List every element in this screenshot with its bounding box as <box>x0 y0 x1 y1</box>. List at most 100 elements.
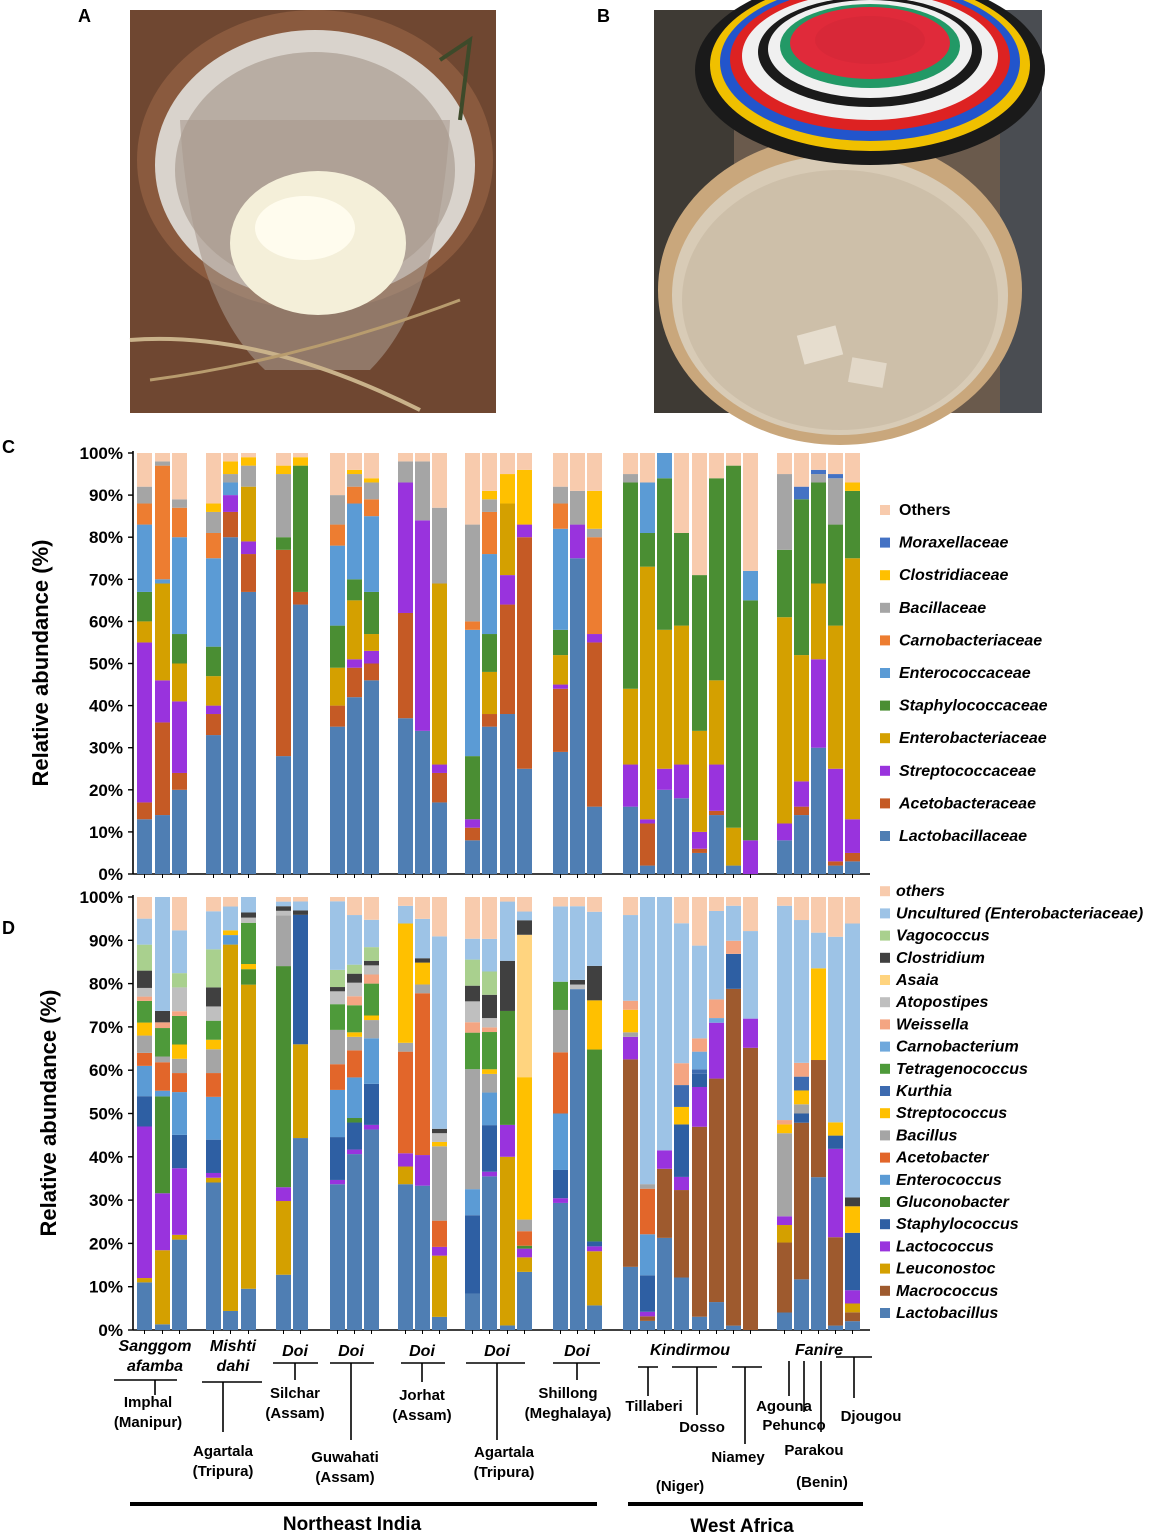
bar-segment-others <box>777 453 792 475</box>
location-niger: (Niger) <box>656 1478 704 1495</box>
bar-segment-streptococcus <box>206 1039 221 1050</box>
bar-segment-tetragenococcus <box>347 1005 362 1033</box>
bar-segment-streptococcus <box>398 923 413 1043</box>
bar-segment-lactococcus <box>623 1036 638 1060</box>
bar-segment-streptococcaceae <box>623 764 638 807</box>
bar-segment-streptococcus <box>415 962 430 985</box>
bar-segment-staphylococcaceae <box>276 537 291 550</box>
bar-segment-enterococcaceae <box>553 528 568 630</box>
bar-segment-bacillus <box>517 1219 532 1232</box>
bar-segment-bacillaceae <box>155 461 170 466</box>
bar-segment-acetobacteraceae <box>794 806 809 816</box>
location-shillong-line2: (Meghalaya) <box>525 1405 612 1422</box>
bar-segment-bacillaceae <box>206 511 221 533</box>
bar-segment-macrococcus <box>726 988 741 1326</box>
bar-segment-staphylococcaceae <box>657 478 672 630</box>
product-doi-agartala: Doi <box>484 1343 510 1360</box>
legend-label: Acetobacter <box>895 1150 989 1167</box>
bar-segment-staphylococcaceae <box>811 482 826 584</box>
bar-segment-streptococcaceae <box>241 541 256 555</box>
bar-segment-staphylococcus <box>293 914 308 1045</box>
bar-segment-staphylococcaceae <box>623 482 638 689</box>
bar-segment-others <box>517 897 532 912</box>
legend-swatch <box>880 930 890 941</box>
bar-segment-uncultured-enterobacteriaceae <box>570 906 585 980</box>
bar-segment-clostridium <box>347 973 362 983</box>
bar-segment-lactobacillaceae <box>828 865 843 874</box>
chart-d-bars <box>137 897 860 1330</box>
bar-segment-bacillus <box>155 1056 170 1063</box>
bar-segment-others <box>743 897 758 932</box>
bar-segment-enterobacteriaceae <box>709 680 724 765</box>
bar-segment-acetobacter <box>347 1050 362 1078</box>
bar-segment-atopostipes <box>432 1133 447 1142</box>
legend-label: Lactococcus <box>896 1238 994 1255</box>
bar-segment-streptococcus <box>347 1032 362 1037</box>
bar-segment-staphylococcaceae <box>743 600 758 841</box>
bar-segment-lactobacillaceae <box>794 815 809 874</box>
bar-segment-streptococcaceae <box>432 764 447 773</box>
legend-swatch <box>880 1285 890 1296</box>
bar-segment-macrococcus <box>709 1078 724 1303</box>
y-tick-label: 20% <box>89 781 123 800</box>
bar-segment-lactobacillus <box>623 1266 638 1330</box>
bar-segment-streptococcaceae <box>206 705 221 715</box>
bar-segment-bacillus <box>623 1032 638 1037</box>
bar-segment-lactobacillaceae <box>398 718 413 874</box>
bar-segment-acetobacter <box>206 1073 221 1097</box>
bar-segment-staphylococcaceae <box>465 756 480 820</box>
bar-segment-others <box>432 453 447 508</box>
bar-segment-streptococcaceae <box>137 642 152 803</box>
bar-segment-acetobacteraceae <box>347 667 362 698</box>
bar-segment-streptococcus <box>223 930 238 936</box>
bar-segment-lactobacillus <box>692 1316 707 1330</box>
bar-segment-lactococcus <box>347 1149 362 1155</box>
bar-segment-uncultured-enterobacteriaceae <box>811 932 826 969</box>
bar-segment-uncultured-enterobacteriaceae <box>777 905 792 1121</box>
bar-segment-streptococcaceae <box>364 650 379 664</box>
bar-segment-bacillaceae <box>398 461 413 483</box>
bar-segment-enterobacteriaceae <box>330 667 345 706</box>
location-labels: Imphal (Manipur) Agartala (Tripura) Silc… <box>114 1385 902 1495</box>
bar-segment-lactococcus <box>657 1150 672 1169</box>
bar-segment-uncultured-enterobacteriaceae <box>743 931 758 1019</box>
location-agartala2-line2: (Tripura) <box>474 1464 535 1481</box>
legend-label: Moraxellaceae <box>899 535 1009 552</box>
product-doi-silchar: Doi <box>282 1343 308 1360</box>
legend-swatch <box>880 602 890 613</box>
bar-segment-others <box>223 453 238 462</box>
bar-segment-others <box>794 897 809 921</box>
bar-segment-bacillaceae <box>777 474 792 550</box>
bar-segment-enterobacteriaceae <box>692 730 707 832</box>
bar-segment-weissella <box>155 1022 170 1029</box>
legend-swatch <box>880 1041 890 1052</box>
bar-segment-clostridium <box>206 987 221 1007</box>
bar-segment-staphylococcaceae <box>726 465 741 828</box>
bar-segment-weissella <box>364 974 379 984</box>
bar-segment-carnobacteriaceae <box>155 465 170 580</box>
bar-segment-staphylococcaceae <box>330 625 345 668</box>
bar-segment-lactobacillaceae <box>155 815 170 874</box>
bar-segment-carnobacteriaceae <box>137 503 152 525</box>
bar-segment-clostridium <box>570 979 585 985</box>
legend-label: Weissella <box>896 1016 969 1033</box>
bar-segment-weissella <box>777 1120 792 1125</box>
legend-swatch <box>880 997 890 1008</box>
bar-segment-enterococcus <box>364 1038 379 1084</box>
bar-segment-lactobacillaceae <box>517 768 532 874</box>
bar-segment-others <box>692 453 707 576</box>
legend-label: Staphylococcaceae <box>899 698 1048 715</box>
bar-segment-others <box>692 897 707 946</box>
bar-segment-lactobacillaceae <box>347 697 362 874</box>
bar-segment-acetobacteraceae <box>155 722 170 816</box>
bar-segment-uncultured-enterobacteriaceae <box>465 938 480 960</box>
bar-segment-acetobacteraceae <box>553 688 568 752</box>
bar-segment-staphylococcaceae <box>777 549 792 618</box>
chart-c-bars <box>137 453 860 874</box>
bar-segment-lactobacillaceae <box>623 806 638 874</box>
bar-segment-bacillaceae <box>432 507 447 584</box>
bar-segment-others <box>155 453 170 462</box>
bar-segment-staphylococcus <box>553 1169 568 1199</box>
bar-segment-enterobacteriaceae <box>674 625 689 765</box>
bar-segment-bacillus <box>415 984 430 994</box>
